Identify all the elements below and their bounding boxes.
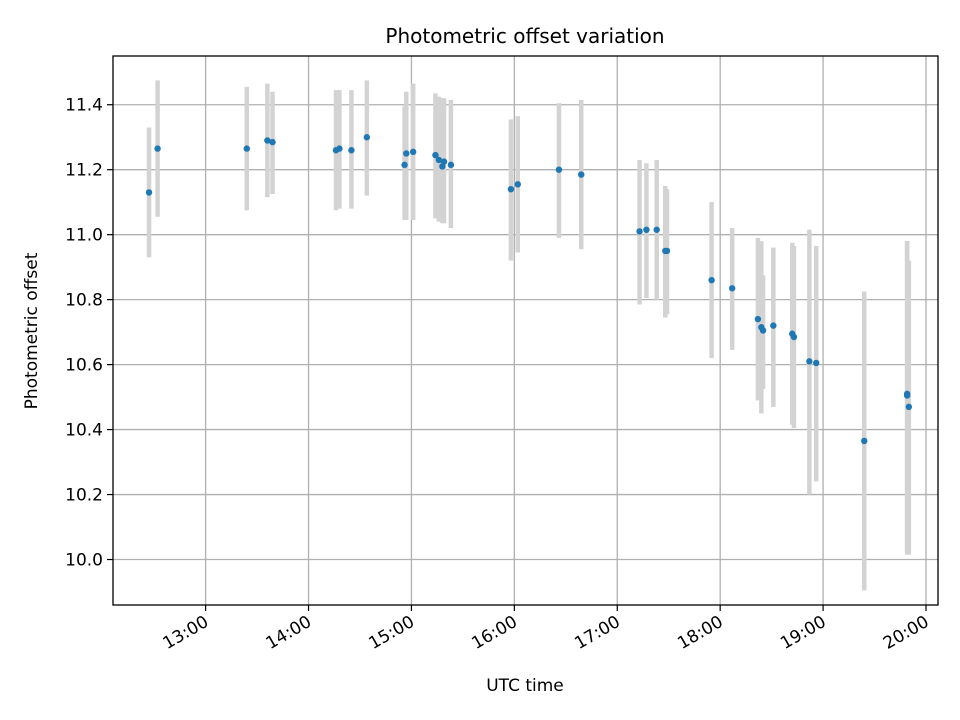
data-point	[243, 145, 250, 152]
y-axis-label: Photometric offset	[22, 252, 42, 409]
data-point	[555, 166, 563, 173]
y-tick-label: 10.6	[65, 356, 103, 376]
data-point	[903, 392, 911, 399]
data-point	[813, 359, 820, 367]
x-axis-label: UTC time	[486, 676, 564, 696]
y-tick-label: 11.2	[65, 161, 103, 181]
y-tick-label: 11.4	[65, 96, 103, 116]
data-point	[806, 358, 813, 365]
data-points	[145, 134, 913, 445]
data-point	[754, 315, 762, 323]
data-point	[861, 437, 868, 445]
data-point	[905, 403, 913, 411]
y-tick-label: 10.2	[65, 486, 103, 506]
chart-title: Photometric offset variation	[385, 24, 664, 48]
plot-area-frame	[112, 55, 939, 606]
data-point	[440, 158, 448, 165]
data-point	[578, 171, 585, 178]
y-tick-label: 11.0	[65, 226, 103, 246]
data-point	[264, 137, 271, 144]
data-point	[643, 226, 650, 233]
data-point	[447, 161, 455, 169]
data-point	[145, 189, 153, 196]
data-point	[269, 138, 276, 146]
data-point	[435, 156, 443, 164]
data-point	[663, 247, 671, 255]
y-tick-label: 10.4	[65, 421, 103, 441]
data-point	[363, 134, 371, 141]
data-point	[790, 333, 798, 341]
data-point	[728, 285, 736, 292]
data-point	[514, 181, 521, 188]
data-point	[636, 228, 643, 235]
data-point	[432, 151, 439, 159]
data-point	[759, 327, 767, 334]
data-point	[708, 276, 715, 284]
data-point	[653, 226, 660, 233]
data-point	[507, 185, 515, 193]
data-point	[403, 150, 410, 157]
data-point	[154, 145, 161, 152]
y-tick-label: 10.8	[65, 291, 103, 311]
data-point	[770, 322, 777, 329]
data-point	[348, 147, 355, 154]
data-point	[439, 163, 446, 170]
data-point	[336, 145, 343, 152]
y-tick-label: 10.0	[65, 551, 103, 571]
data-point	[409, 148, 417, 156]
data-point	[401, 161, 408, 169]
